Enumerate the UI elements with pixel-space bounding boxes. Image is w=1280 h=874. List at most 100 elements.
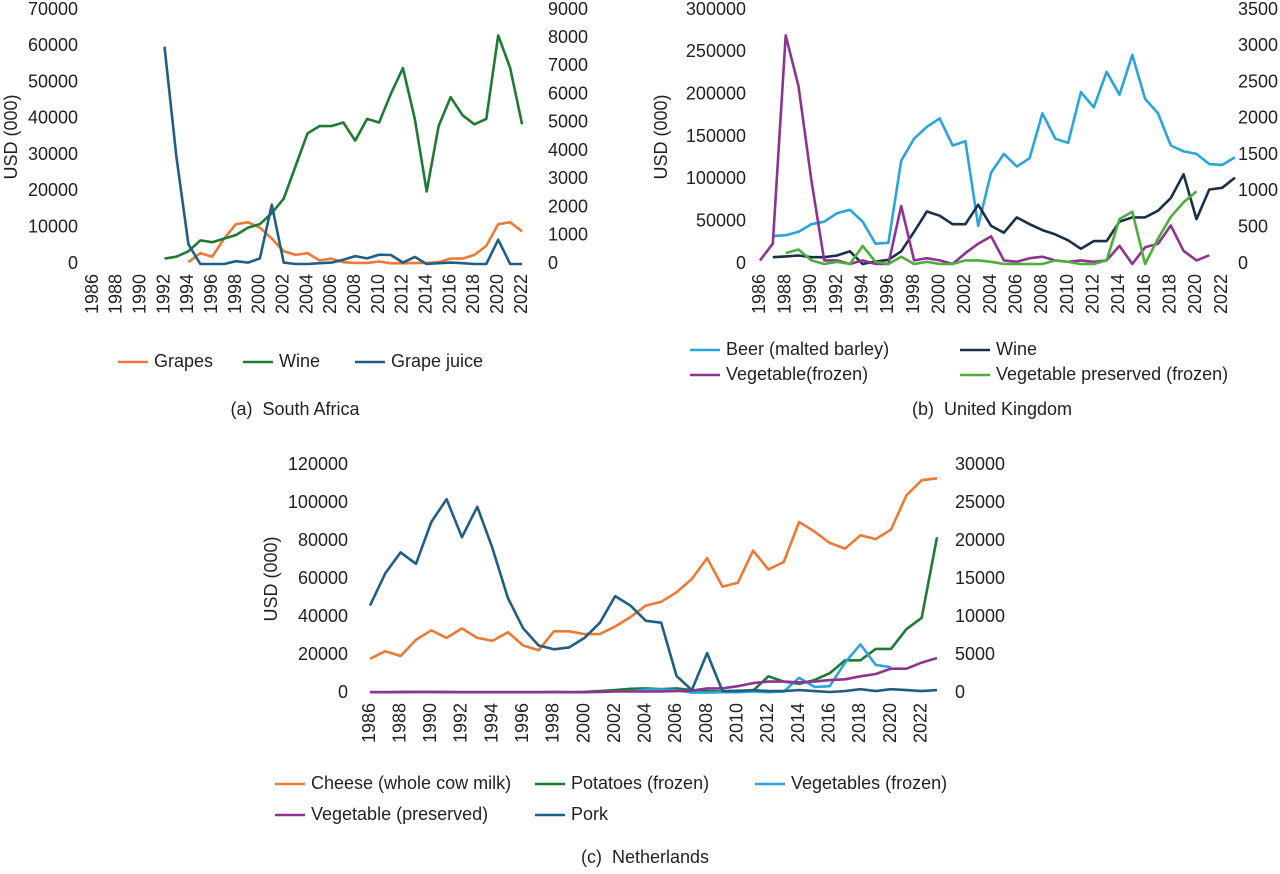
y2-tick-label: 500 (1238, 216, 1268, 236)
legend-label: Cheese (whole cow milk) (311, 773, 511, 793)
y-tick-label: 70000 (28, 0, 78, 19)
x-tick-label: 2016 (1134, 274, 1154, 314)
chart-caption: (a) South Africa (230, 399, 360, 419)
legend-label: Wine (279, 351, 320, 371)
y-tick-label: 100000 (686, 168, 746, 188)
x-tick-label: 2000 (928, 274, 948, 314)
data-line (164, 34, 524, 260)
x-tick-label: 2020 (1185, 274, 1205, 314)
y-axis-label: USD (000) (1, 94, 21, 179)
y2-tick-label: 30000 (955, 454, 1005, 474)
data-line (187, 221, 523, 265)
x-tick-label: 1992 (826, 274, 846, 314)
data-line (368, 497, 938, 694)
x-tick-label: 2016 (818, 703, 838, 743)
y-tick-label: 300000 (686, 0, 746, 19)
x-tick-label: 2022 (1211, 274, 1231, 314)
chart-caption: (c) Netherlands (581, 847, 709, 867)
y2-tick-label: 0 (548, 253, 558, 273)
y-tick-label: 250000 (686, 41, 746, 61)
data-line (772, 173, 1236, 266)
data-line (772, 53, 1236, 245)
legend-label: Vegetable (preserved) (311, 804, 488, 824)
y-tick-label: 150000 (686, 126, 746, 146)
y-tick-label: 60000 (28, 35, 78, 55)
y2-tick-label: 2500 (1238, 71, 1278, 91)
legend-label: Vegetable preserved (frozen) (996, 364, 1228, 384)
data-line (370, 536, 939, 694)
y-tick-label: 50000 (696, 210, 746, 230)
x-tick-label: 1986 (82, 274, 102, 314)
x-tick-label: 1994 (851, 274, 871, 314)
x-tick-label: 2014 (415, 274, 435, 314)
x-tick-label: 1988 (774, 274, 794, 314)
x-tick-label: 2004 (980, 274, 1000, 314)
legend-label: Vegetables (frozen) (791, 773, 947, 793)
chart-caption: (b) United Kingdom (912, 399, 1072, 419)
y2-tick-label: 0 (955, 682, 965, 702)
x-tick-label: 2006 (320, 274, 340, 314)
x-tick-label: 1988 (389, 703, 409, 743)
x-tick-label: 2004 (296, 274, 316, 314)
x-tick-label: 2018 (1160, 274, 1180, 314)
x-tick-label: 1996 (877, 274, 897, 314)
y2-tick-label: 3000 (548, 168, 588, 188)
y-axis-label: USD (000) (261, 536, 281, 621)
y2-tick-label: 0 (1238, 253, 1248, 273)
x-tick-label: 1990 (420, 703, 440, 743)
x-tick-label: 2012 (392, 274, 412, 314)
x-tick-label: 2004 (635, 703, 655, 743)
x-tick-label: 1998 (903, 274, 923, 314)
y2-tick-label: 1500 (1238, 144, 1278, 164)
x-tick-label: 1992 (451, 703, 471, 743)
data-line (369, 477, 938, 660)
x-tick-label: 2018 (463, 274, 483, 314)
y-tick-label: 120000 (288, 454, 348, 474)
y-tick-label: 20000 (298, 644, 348, 664)
y2-tick-label: 3000 (1238, 35, 1278, 55)
x-tick-label: 2018 (849, 703, 869, 743)
data-line (758, 34, 1210, 266)
y-tick-label: 0 (68, 253, 78, 273)
legend-label: Wine (996, 339, 1037, 359)
y-tick-label: 50000 (28, 71, 78, 91)
legend-label: Beer (malted barley) (726, 339, 889, 359)
x-tick-label: 1992 (153, 274, 173, 314)
x-tick-label: 2008 (1031, 274, 1051, 314)
x-tick-label: 1986 (749, 274, 769, 314)
y-tick-label: 200000 (686, 83, 746, 103)
x-tick-label: 1994 (177, 274, 197, 314)
legend-label: Pork (571, 804, 609, 824)
y2-tick-label: 7000 (548, 55, 588, 75)
x-tick-label: 2016 (439, 274, 459, 314)
x-tick-label: 2006 (665, 703, 685, 743)
y2-tick-label: 25000 (955, 492, 1005, 512)
y-tick-label: 0 (736, 253, 746, 273)
y2-tick-label: 1000 (548, 225, 588, 245)
y2-tick-label: 6000 (548, 83, 588, 103)
x-tick-label: 2008 (696, 703, 716, 743)
x-tick-label: 2020 (487, 274, 507, 314)
y2-tick-label: 3500 (1238, 0, 1278, 19)
x-tick-label: 2020 (880, 703, 900, 743)
x-tick-label: 1990 (800, 274, 820, 314)
x-tick-label: 2014 (788, 703, 808, 743)
x-tick-label: 2010 (1057, 274, 1077, 314)
x-tick-label: 1994 (481, 703, 501, 743)
x-tick-label: 1988 (106, 274, 126, 314)
x-tick-label: 2000 (573, 703, 593, 743)
data-line (163, 46, 523, 266)
y-tick-label: 0 (338, 682, 348, 702)
legend-label: Grapes (154, 351, 213, 371)
x-tick-label: 2022 (511, 274, 531, 314)
x-tick-label: 2012 (1083, 274, 1103, 314)
y2-tick-label: 8000 (548, 27, 588, 47)
y-tick-label: 30000 (28, 144, 78, 164)
x-tick-label: 1998 (543, 703, 563, 743)
y2-tick-label: 20000 (955, 530, 1005, 550)
y2-tick-label: 15000 (955, 568, 1005, 588)
y-tick-label: 40000 (298, 606, 348, 626)
y2-tick-label: 2000 (1238, 108, 1278, 128)
x-tick-label: 1998 (225, 274, 245, 314)
